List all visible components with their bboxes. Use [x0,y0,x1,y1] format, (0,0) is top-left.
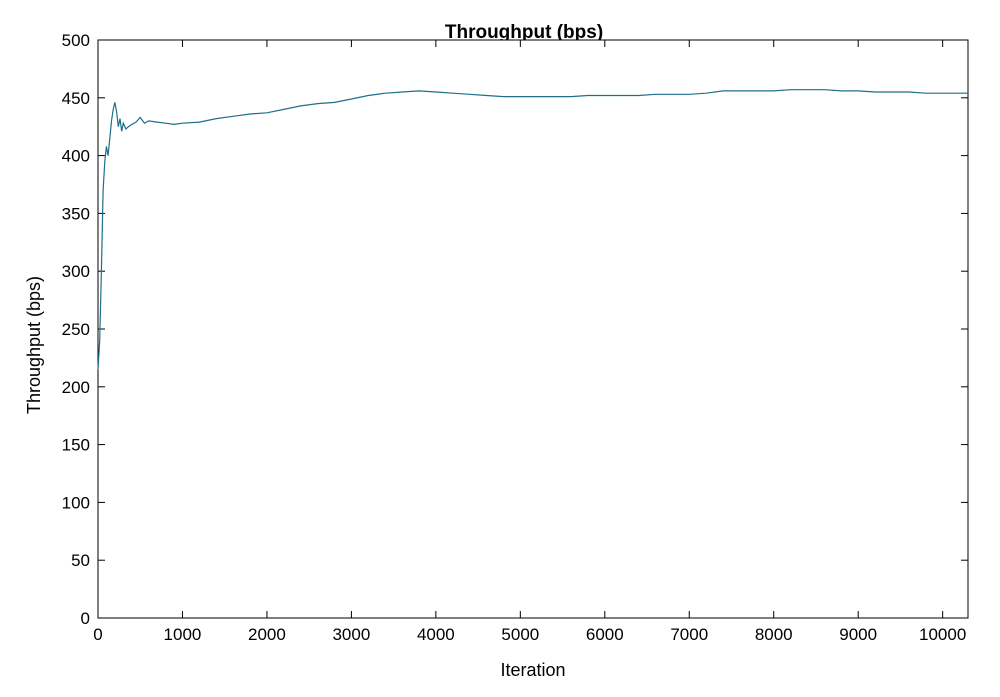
y-tick-label: 0 [81,609,90,628]
y-tick-label: 300 [62,262,90,281]
y-tick-label: 250 [62,320,90,339]
y-axis-label: Throughput (bps) [24,276,44,414]
x-tick-label: 4000 [417,625,455,644]
x-tick-label: 10000 [919,625,966,644]
plot-area [97,39,969,619]
x-tick-label: 0 [93,625,102,644]
y-tick-label: 450 [62,89,90,108]
x-tick-label: 9000 [839,625,877,644]
x-tick-label: 5000 [501,625,539,644]
chart-title: Throughput (bps) [445,22,603,43]
x-axis-label: Iteration [500,660,565,680]
x-tick-label: 8000 [755,625,793,644]
y-tick-label: 200 [62,378,90,397]
y-tick-label: 50 [71,551,90,570]
y-tick-label: 100 [62,493,90,512]
x-tick-label: 7000 [670,625,708,644]
series-line [97,89,968,370]
x-tick-label: 2000 [248,625,286,644]
x-tick-label: 1000 [164,625,202,644]
y-tick-label: 500 [62,31,90,50]
x-tick-label: 6000 [586,625,624,644]
y-tick-label: 350 [62,204,90,223]
axis-ticks: 0 1000 2000 3000 4000 5000 6000 7000 8000 9000 100… [62,31,968,644]
y-tick-label: 400 [62,147,90,166]
y-tick-label: 150 [62,436,90,455]
x-tick-label: 3000 [332,625,370,644]
